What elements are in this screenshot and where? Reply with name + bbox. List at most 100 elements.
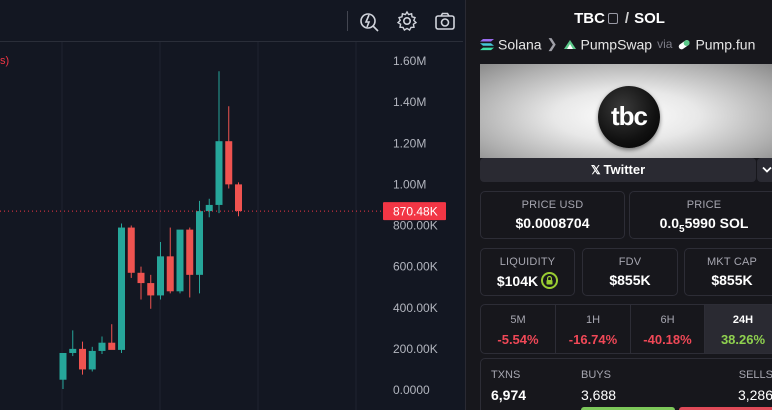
y-axis-tick-label: 1.20M — [393, 136, 426, 150]
pair-base-symbol: TBC — [574, 10, 605, 27]
breadcrumb: Solana ❯ PumpSwap via Pump.fun — [480, 35, 772, 52]
launchpad-link[interactable]: Pump.fun — [695, 36, 756, 53]
candle-body — [69, 348, 77, 353]
tab-6h-value: -40.18% — [643, 332, 692, 347]
tab-24h-label: 24H — [732, 314, 754, 326]
twitter-button[interactable]: 𝕏 Twitter — [480, 158, 756, 182]
liquidity-label: LIQUIDITY — [499, 256, 556, 268]
pair-quote-symbol: SOL — [634, 10, 665, 27]
candle-body — [225, 141, 233, 185]
candle — [108, 324, 116, 350]
candle-body — [127, 227, 135, 273]
candle-body — [196, 211, 203, 275]
candle — [186, 227, 194, 298]
candle — [235, 182, 242, 217]
candle-body — [166, 256, 174, 292]
mkt-cap-box: MKT CAP $855K — [684, 248, 772, 296]
candle-body — [59, 352, 67, 380]
y-axis-tick-label: 800.00K — [393, 219, 438, 233]
tab-6h[interactable]: 6H -40.18% — [631, 305, 705, 353]
candle-body — [137, 272, 145, 284]
transactions-box: TXNS 6,974 BUYS 3,688 SELLS 3,286 — [480, 358, 772, 410]
candle-body — [215, 141, 223, 205]
lock-icon[interactable] — [541, 272, 559, 289]
candle-body — [157, 256, 164, 296]
candle-body — [205, 204, 213, 212]
camera-icon[interactable] — [434, 10, 456, 32]
candle-body — [235, 184, 242, 212]
liquidity-value-wrap: $104K — [481, 272, 574, 289]
fdv-label: FDV — [618, 256, 642, 268]
candle-body — [88, 350, 96, 370]
candlestick-chart[interactable]: 1.60M 1.40M 1.20M 1.00M 800.00K 600.00K 400.00… — [0, 42, 463, 410]
candle — [196, 200, 203, 294]
price-sol-lead: 0.0 — [659, 215, 680, 231]
fdv-box: FDV $855K — [582, 248, 678, 296]
tab-5m[interactable]: 5M -5.54% — [481, 305, 556, 353]
y-axis-tick-label: 1.00M — [393, 177, 426, 191]
price-sol-label: PRICE — [686, 199, 722, 211]
pair-title: TBC / SOL — [466, 10, 772, 27]
x-icon: 𝕏 — [590, 163, 601, 177]
candle-body — [118, 227, 125, 350]
candle — [225, 106, 233, 189]
candle — [157, 241, 164, 300]
candle-body — [147, 283, 155, 296]
token-banner: tbc — [480, 64, 772, 158]
fdv-value: $855K — [609, 272, 651, 288]
y-axis-tick-label: 400.00K — [393, 301, 438, 315]
y-axis-tick-label: 1.60M — [393, 54, 426, 68]
candle — [176, 229, 184, 294]
solana-icon — [480, 38, 494, 51]
candle-body — [98, 342, 106, 351]
candle — [127, 225, 135, 278]
mkt-cap-value: $855K — [711, 272, 753, 288]
candle — [98, 336, 106, 355]
chart-legend-fragment: s) — [0, 55, 10, 67]
candle — [215, 71, 223, 214]
tab-5m-label: 5M — [510, 314, 526, 326]
pair-info-panel: TBC / SOL Solana ❯ PumpSwap via Pump.fun tbc — [465, 0, 772, 410]
socials-dropdown-button[interactable] — [757, 158, 772, 182]
via-text: via — [657, 37, 673, 52]
chevron-down-icon — [762, 166, 772, 173]
gear-icon[interactable] — [396, 10, 418, 32]
dex-link[interactable]: PumpSwap — [580, 36, 653, 53]
price-sol-value: 0.055990 SOL — [630, 215, 772, 235]
pair-separator: / — [624, 10, 630, 27]
sells-value: 3,286 — [737, 387, 772, 403]
chart-pane[interactable]: s) 1.60M 1.40M 1.20M 1.00M 800.00K 600.00K 400… — [0, 0, 463, 410]
tab-1h-label: 1H — [585, 314, 601, 326]
pumpswap-icon — [563, 38, 577, 51]
chain-link[interactable]: Solana — [498, 36, 542, 53]
tab-1h[interactable]: 1H -16.74% — [556, 305, 631, 353]
candle-body — [186, 229, 194, 275]
copy-icon[interactable] — [607, 13, 618, 24]
tab-6h-label: 6H — [660, 314, 675, 326]
candle-body — [79, 348, 86, 370]
token-logo-text: tbc — [611, 101, 648, 131]
liquidity-value: $104K — [496, 273, 539, 289]
buys-label: BUYS — [581, 369, 611, 381]
y-axis-tick-label: 1.40M — [393, 95, 426, 109]
tab-24h-value: 38.26% — [720, 332, 766, 347]
candle — [137, 266, 145, 300]
toolbar-divider — [347, 11, 348, 31]
price-sol-box: PRICE 0.055990 SOL — [629, 191, 772, 239]
sells-ratio-bar — [679, 407, 772, 410]
current-price-tag — [383, 202, 446, 221]
token-logo: tbc — [598, 86, 660, 148]
candle-body — [176, 229, 184, 292]
price-usd-box: PRICE USD $0.0008704 — [480, 191, 625, 239]
mkt-cap-label: MKT CAP — [706, 256, 758, 268]
pill-icon — [677, 38, 691, 51]
price-sol-rest: 5990 SOL — [684, 215, 749, 231]
candle — [166, 227, 174, 294]
quick-trade-icon[interactable] — [358, 10, 380, 32]
tab-24h[interactable]: 24H 38.26% — [705, 305, 772, 353]
y-axis-tick-label: 600.00K — [393, 260, 438, 274]
current-price-label: 870.48K — [393, 205, 438, 219]
candle — [79, 341, 86, 375]
twitter-label: Twitter — [603, 162, 646, 177]
candle — [69, 330, 77, 357]
